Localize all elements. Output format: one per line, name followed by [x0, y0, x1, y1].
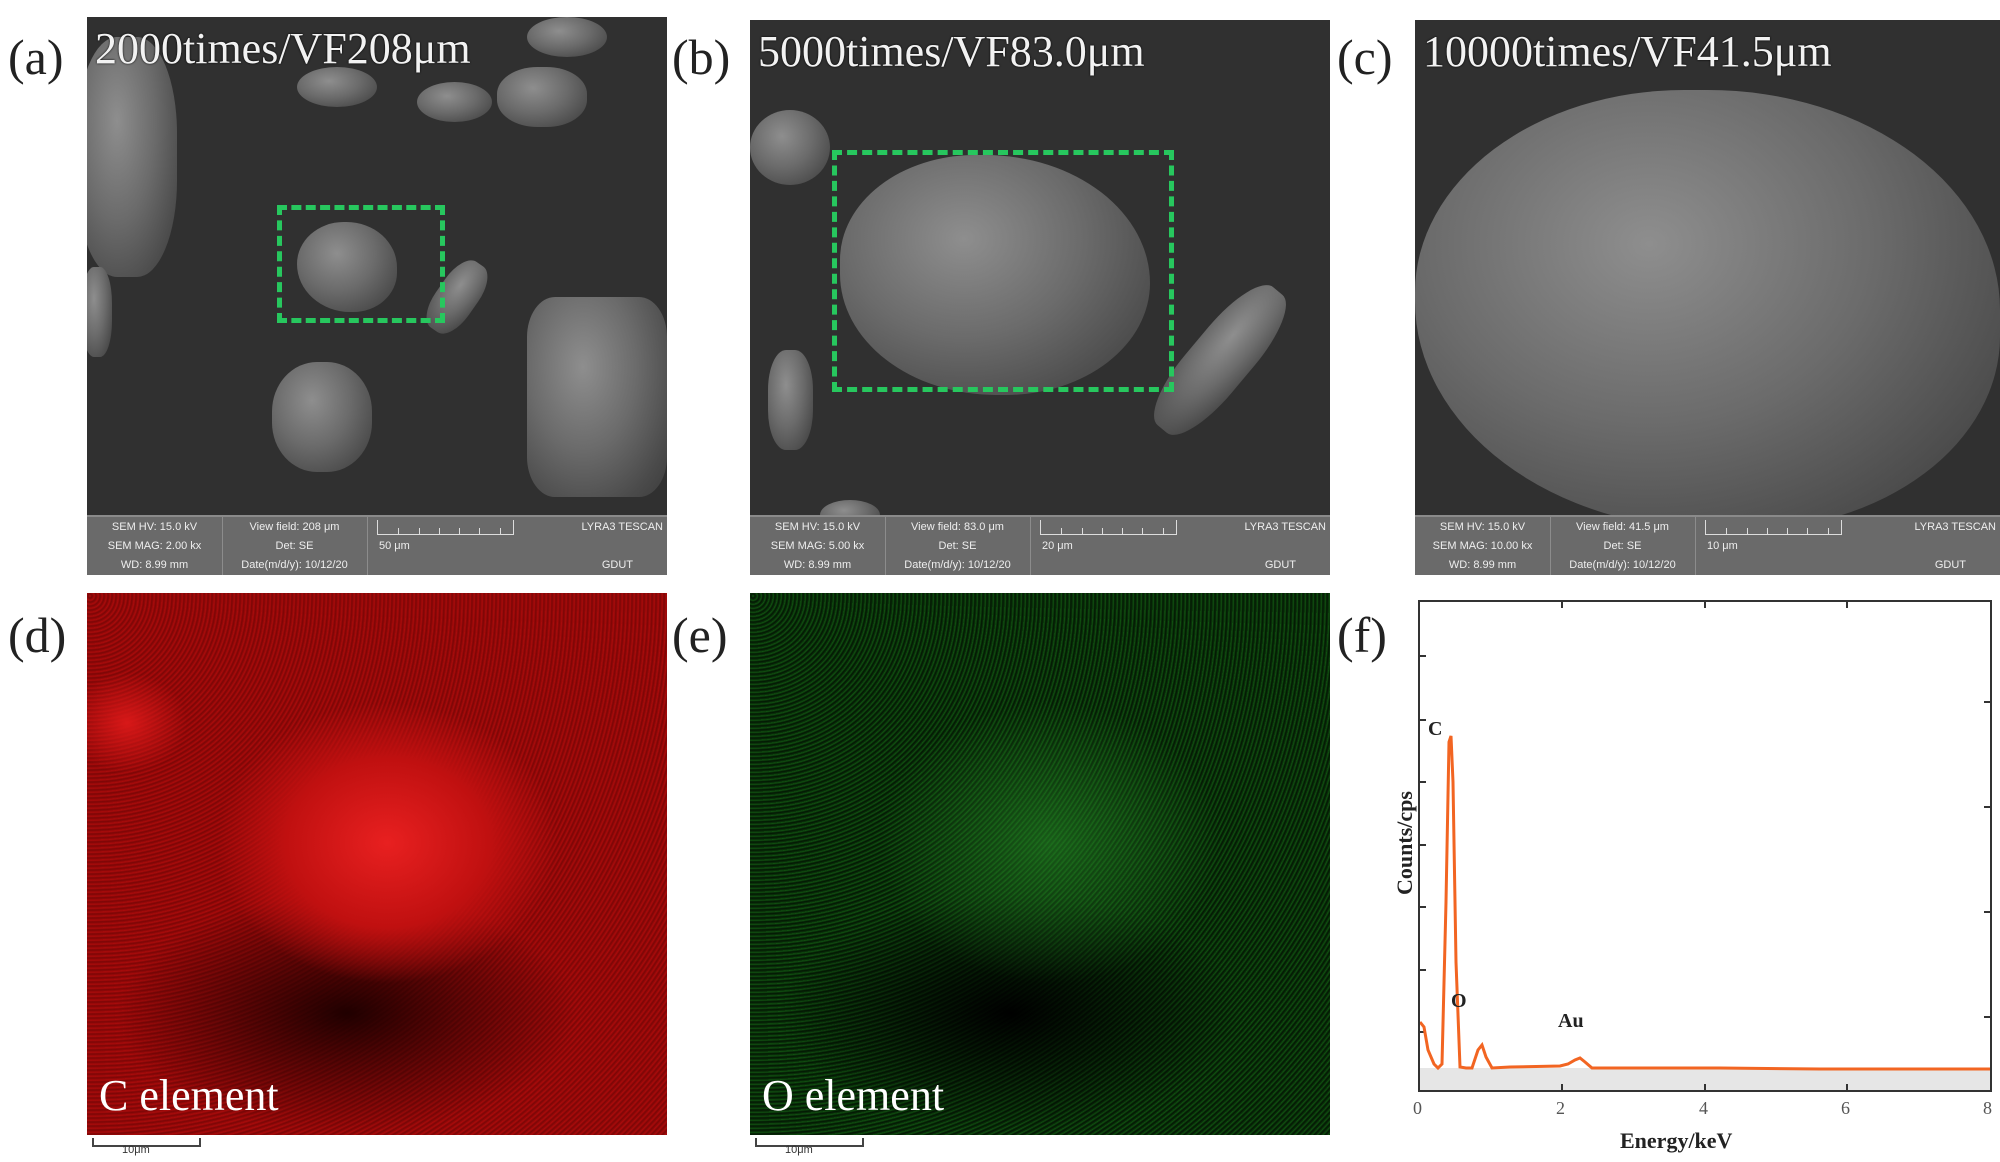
- highlight-box: [832, 150, 1174, 392]
- x-tick-0: 0: [1413, 1098, 1422, 1118]
- peak-label-o: O: [1451, 990, 1467, 1012]
- magnification-title: 2000times/VF208μm: [95, 24, 471, 73]
- scale-ruler: [1040, 520, 1177, 535]
- wd: WD: 8.99 mm: [783, 559, 852, 571]
- hv: SEM HV: 15.0 kV: [1439, 521, 1526, 533]
- x-axis-label: Energy/keV: [1620, 1128, 1733, 1153]
- mag: SEM MAG: 5.00 kx: [770, 540, 865, 552]
- panel-label-e: (e): [672, 607, 728, 663]
- panel-label-b: (b): [672, 29, 731, 85]
- mag: SEM MAG: 2.00 kx: [107, 540, 202, 552]
- scale-bar-d: 10μm: [92, 1138, 201, 1156]
- date: Date(m/d/y): 10/12/20: [1569, 559, 1676, 571]
- scale-ruler: [1705, 520, 1842, 535]
- sem-image-c: 10000times/VF41.5μm SEM HV: 15.0 kV SEM …: [1415, 20, 2000, 575]
- peak-label-au: Au: [1558, 1010, 1584, 1032]
- highlight-box: [277, 205, 445, 323]
- detector: Det: SE: [1603, 540, 1642, 552]
- eds-map-oxygen: O element: [750, 593, 1330, 1135]
- view-field: View field: 83.0 μm: [911, 521, 1004, 533]
- sem-image-a: 2000times/VF208μm SEM HV: 15.0 kV SEM MA…: [87, 17, 667, 575]
- detector: Det: SE: [275, 540, 314, 552]
- y-axis-label: Counts/cps: [1392, 791, 1417, 895]
- lab: GDUT: [1264, 559, 1296, 571]
- x-tick-6: 6: [1841, 1098, 1850, 1118]
- eds-spectrum-chart: [1418, 600, 1992, 1092]
- hv: SEM HV: 15.0 kV: [774, 521, 861, 533]
- panel-label-c: (c): [1337, 29, 1393, 85]
- magnification-title: 5000times/VF83.0μm: [758, 27, 1145, 76]
- spectrum-plot: [1418, 602, 1990, 1090]
- brand: LYRA3 TESCAN: [1244, 521, 1326, 533]
- scale-value: 50 μm: [379, 540, 410, 552]
- x-tick-2: 2: [1556, 1098, 1565, 1118]
- mag: SEM MAG: 10.00 kx: [1432, 540, 1533, 552]
- sem-info-bar: SEM HV: 15.0 kV SEM MAG: 2.00 kx WD: 8.9…: [87, 515, 667, 575]
- x-tick-4: 4: [1699, 1098, 1708, 1118]
- brand: LYRA3 TESCAN: [581, 521, 663, 533]
- lab: GDUT: [601, 559, 633, 571]
- element-label: O element: [762, 1071, 945, 1120]
- peak-label-c: C: [1428, 718, 1443, 740]
- scale-bar-label: 10μm: [122, 1144, 150, 1156]
- view-field: View field: 208 μm: [249, 521, 340, 533]
- scale-bar-e: 10μm: [755, 1138, 864, 1156]
- view-field: View field: 41.5 μm: [1576, 521, 1669, 533]
- wd: WD: 8.99 mm: [1448, 559, 1517, 571]
- panel-label-a: (a): [8, 29, 64, 85]
- magnification-title: 10000times/VF41.5μm: [1423, 27, 1832, 76]
- sem-image-b: 5000times/VF83.0μm SEM HV: 15.0 kV SEM M…: [750, 20, 1330, 575]
- sem-info-bar: SEM HV: 15.0 kV SEM MAG: 5.00 kx WD: 8.9…: [750, 515, 1330, 575]
- scale-value: 20 μm: [1042, 540, 1073, 552]
- eds-map-carbon: C element: [87, 593, 667, 1135]
- detector: Det: SE: [938, 540, 977, 552]
- hv: SEM HV: 15.0 kV: [111, 521, 198, 533]
- scale-value: 10 μm: [1707, 540, 1738, 552]
- panel-label-f: (f): [1337, 607, 1387, 663]
- lab: GDUT: [1934, 559, 1966, 571]
- element-label: C element: [99, 1071, 279, 1120]
- panel-label-d: (d): [8, 607, 67, 663]
- date: Date(m/d/y): 10/12/20: [241, 559, 348, 571]
- date: Date(m/d/y): 10/12/20: [904, 559, 1011, 571]
- x-tick-8: 8: [1983, 1098, 1992, 1118]
- brand: LYRA3 TESCAN: [1914, 521, 1996, 533]
- scale-bar-label: 10μm: [785, 1144, 813, 1156]
- wd: WD: 8.99 mm: [120, 559, 189, 571]
- sem-info-bar: SEM HV: 15.0 kV SEM MAG: 10.00 kx WD: 8.…: [1415, 515, 2000, 575]
- scale-ruler: [377, 520, 514, 535]
